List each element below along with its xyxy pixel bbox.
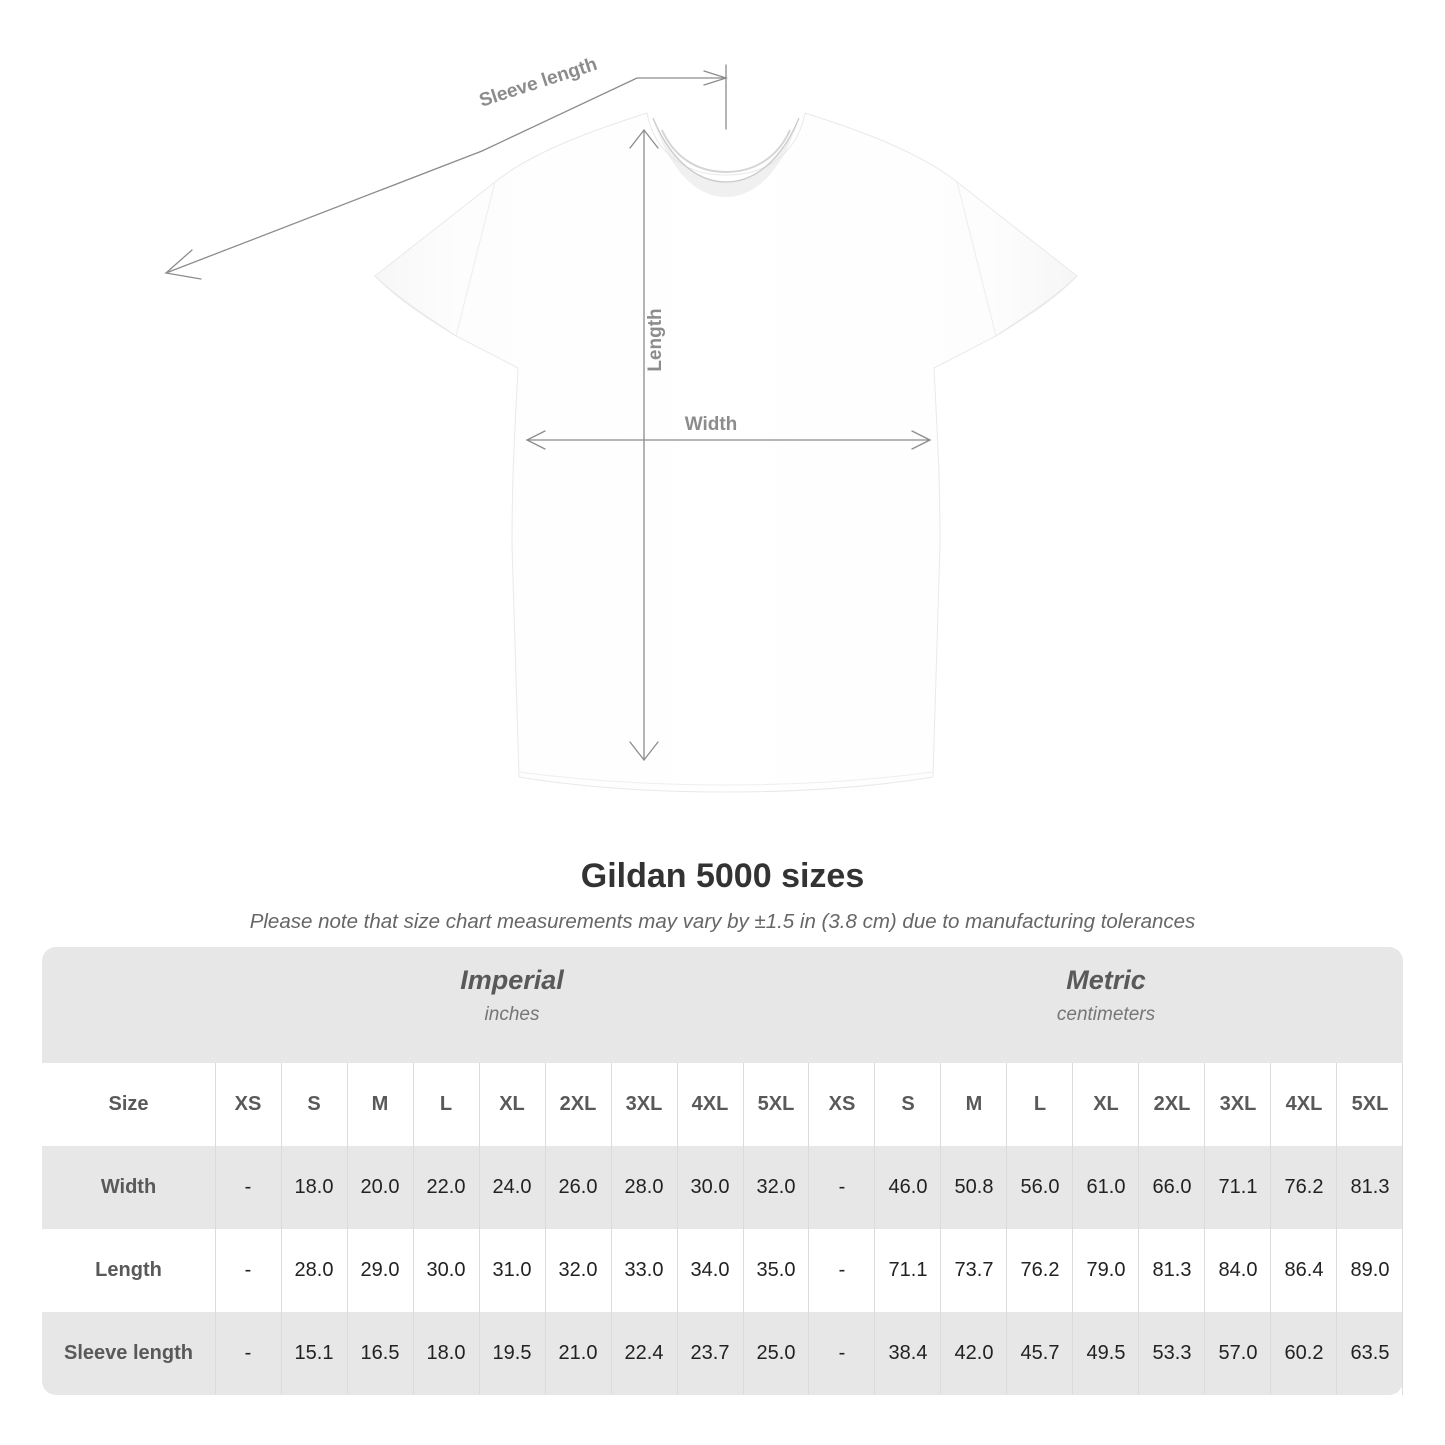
svg-text:Sleeve length: Sleeve length: [477, 54, 600, 112]
svg-text:Length: Length: [645, 308, 666, 371]
svg-text:Width: Width: [685, 414, 738, 435]
